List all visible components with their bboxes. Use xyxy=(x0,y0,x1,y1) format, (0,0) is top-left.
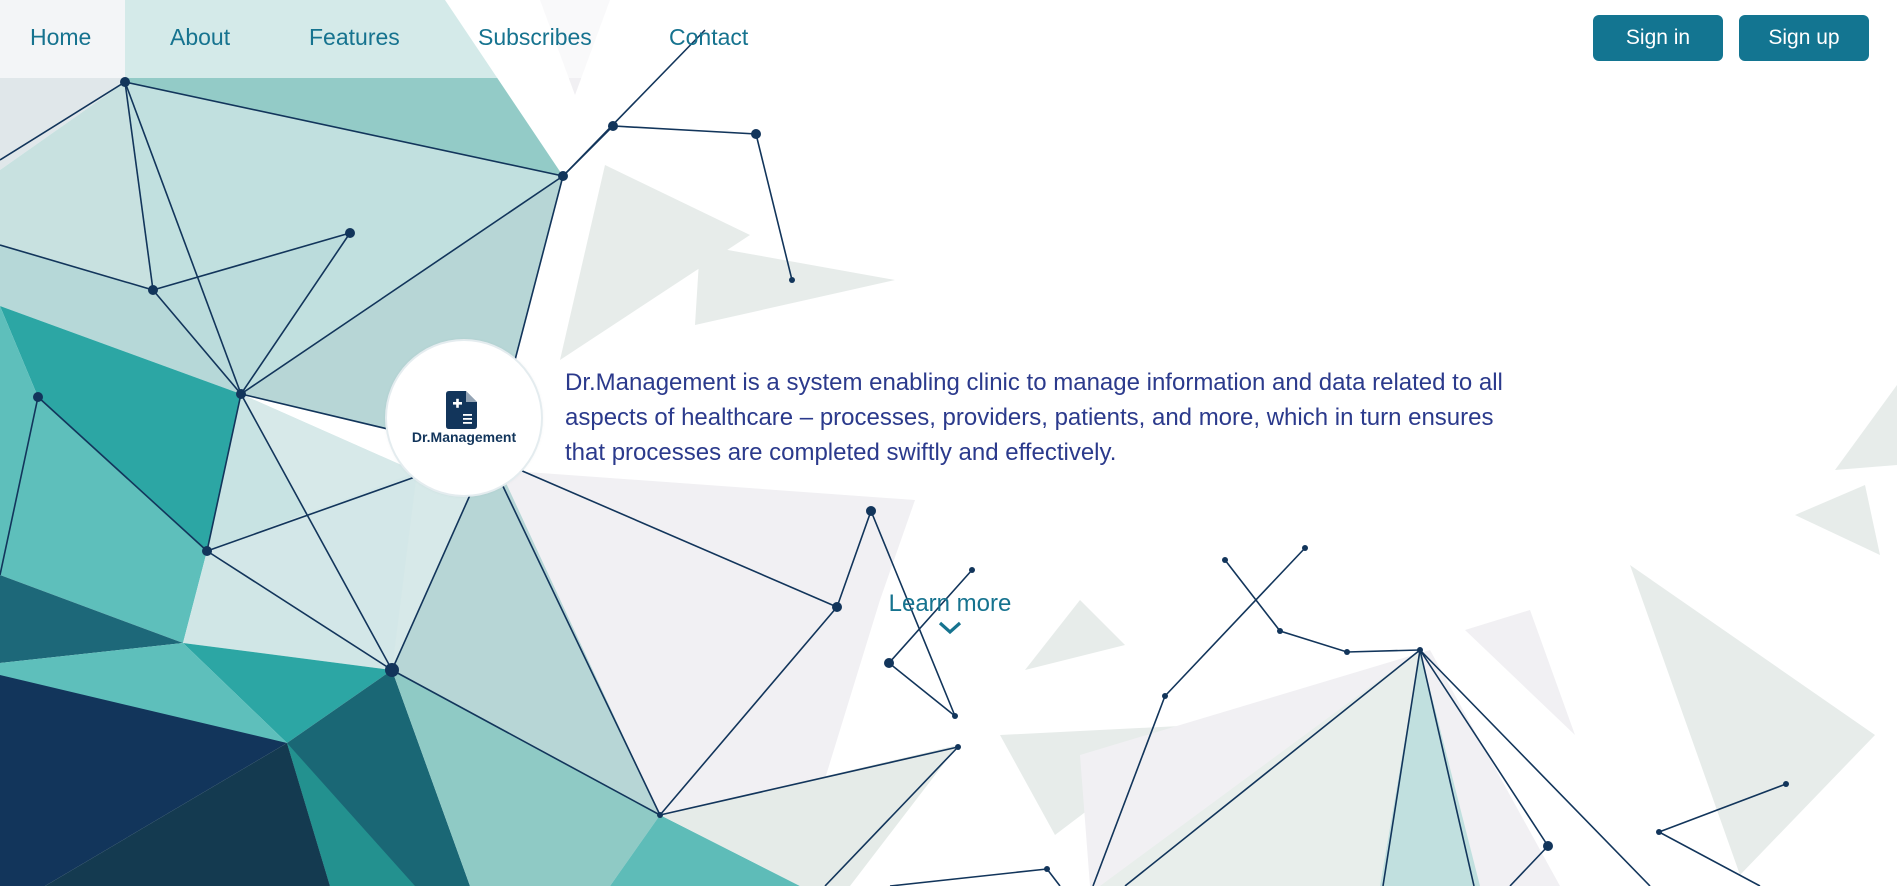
chevron-down-icon xyxy=(938,621,962,635)
brand-logo: Dr.Management xyxy=(387,341,541,495)
sign-up-button[interactable]: Sign up xyxy=(1739,15,1869,61)
learn-more-label: Learn more xyxy=(888,590,1012,617)
nav-contact-link[interactable]: Contact xyxy=(669,24,749,50)
nav-subscribes-link[interactable]: Subscribes xyxy=(478,24,592,50)
nav-features-link[interactable]: Features xyxy=(309,24,400,50)
medical-document-icon xyxy=(446,391,477,429)
auth-buttons: Sign in Sign up xyxy=(1593,15,1869,61)
network-nodes xyxy=(33,77,1789,872)
nav-about-link[interactable]: About xyxy=(170,24,231,50)
sign-in-button[interactable]: Sign in xyxy=(1593,15,1723,61)
brand-name: Dr.Management xyxy=(411,429,517,445)
learn-more-link[interactable]: Learn more xyxy=(870,590,1030,636)
nav-home-link[interactable]: Home xyxy=(30,24,92,50)
polygon-mosaic xyxy=(0,0,1480,886)
main-nav: Home About Features Subscribes Contact xyxy=(0,0,900,78)
hero-description: Dr.Management is a system enabling clini… xyxy=(565,369,1503,466)
